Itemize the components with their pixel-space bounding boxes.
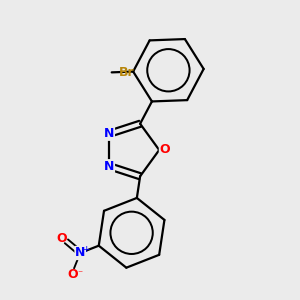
Text: O: O [56,232,67,245]
Text: O: O [159,143,170,157]
Text: N: N [75,247,86,260]
Text: +: + [82,245,89,254]
Text: Br: Br [118,66,134,79]
Text: O: O [67,268,78,281]
Text: ⁻: ⁻ [77,269,82,279]
Text: N: N [104,160,115,173]
Text: N: N [104,127,115,140]
